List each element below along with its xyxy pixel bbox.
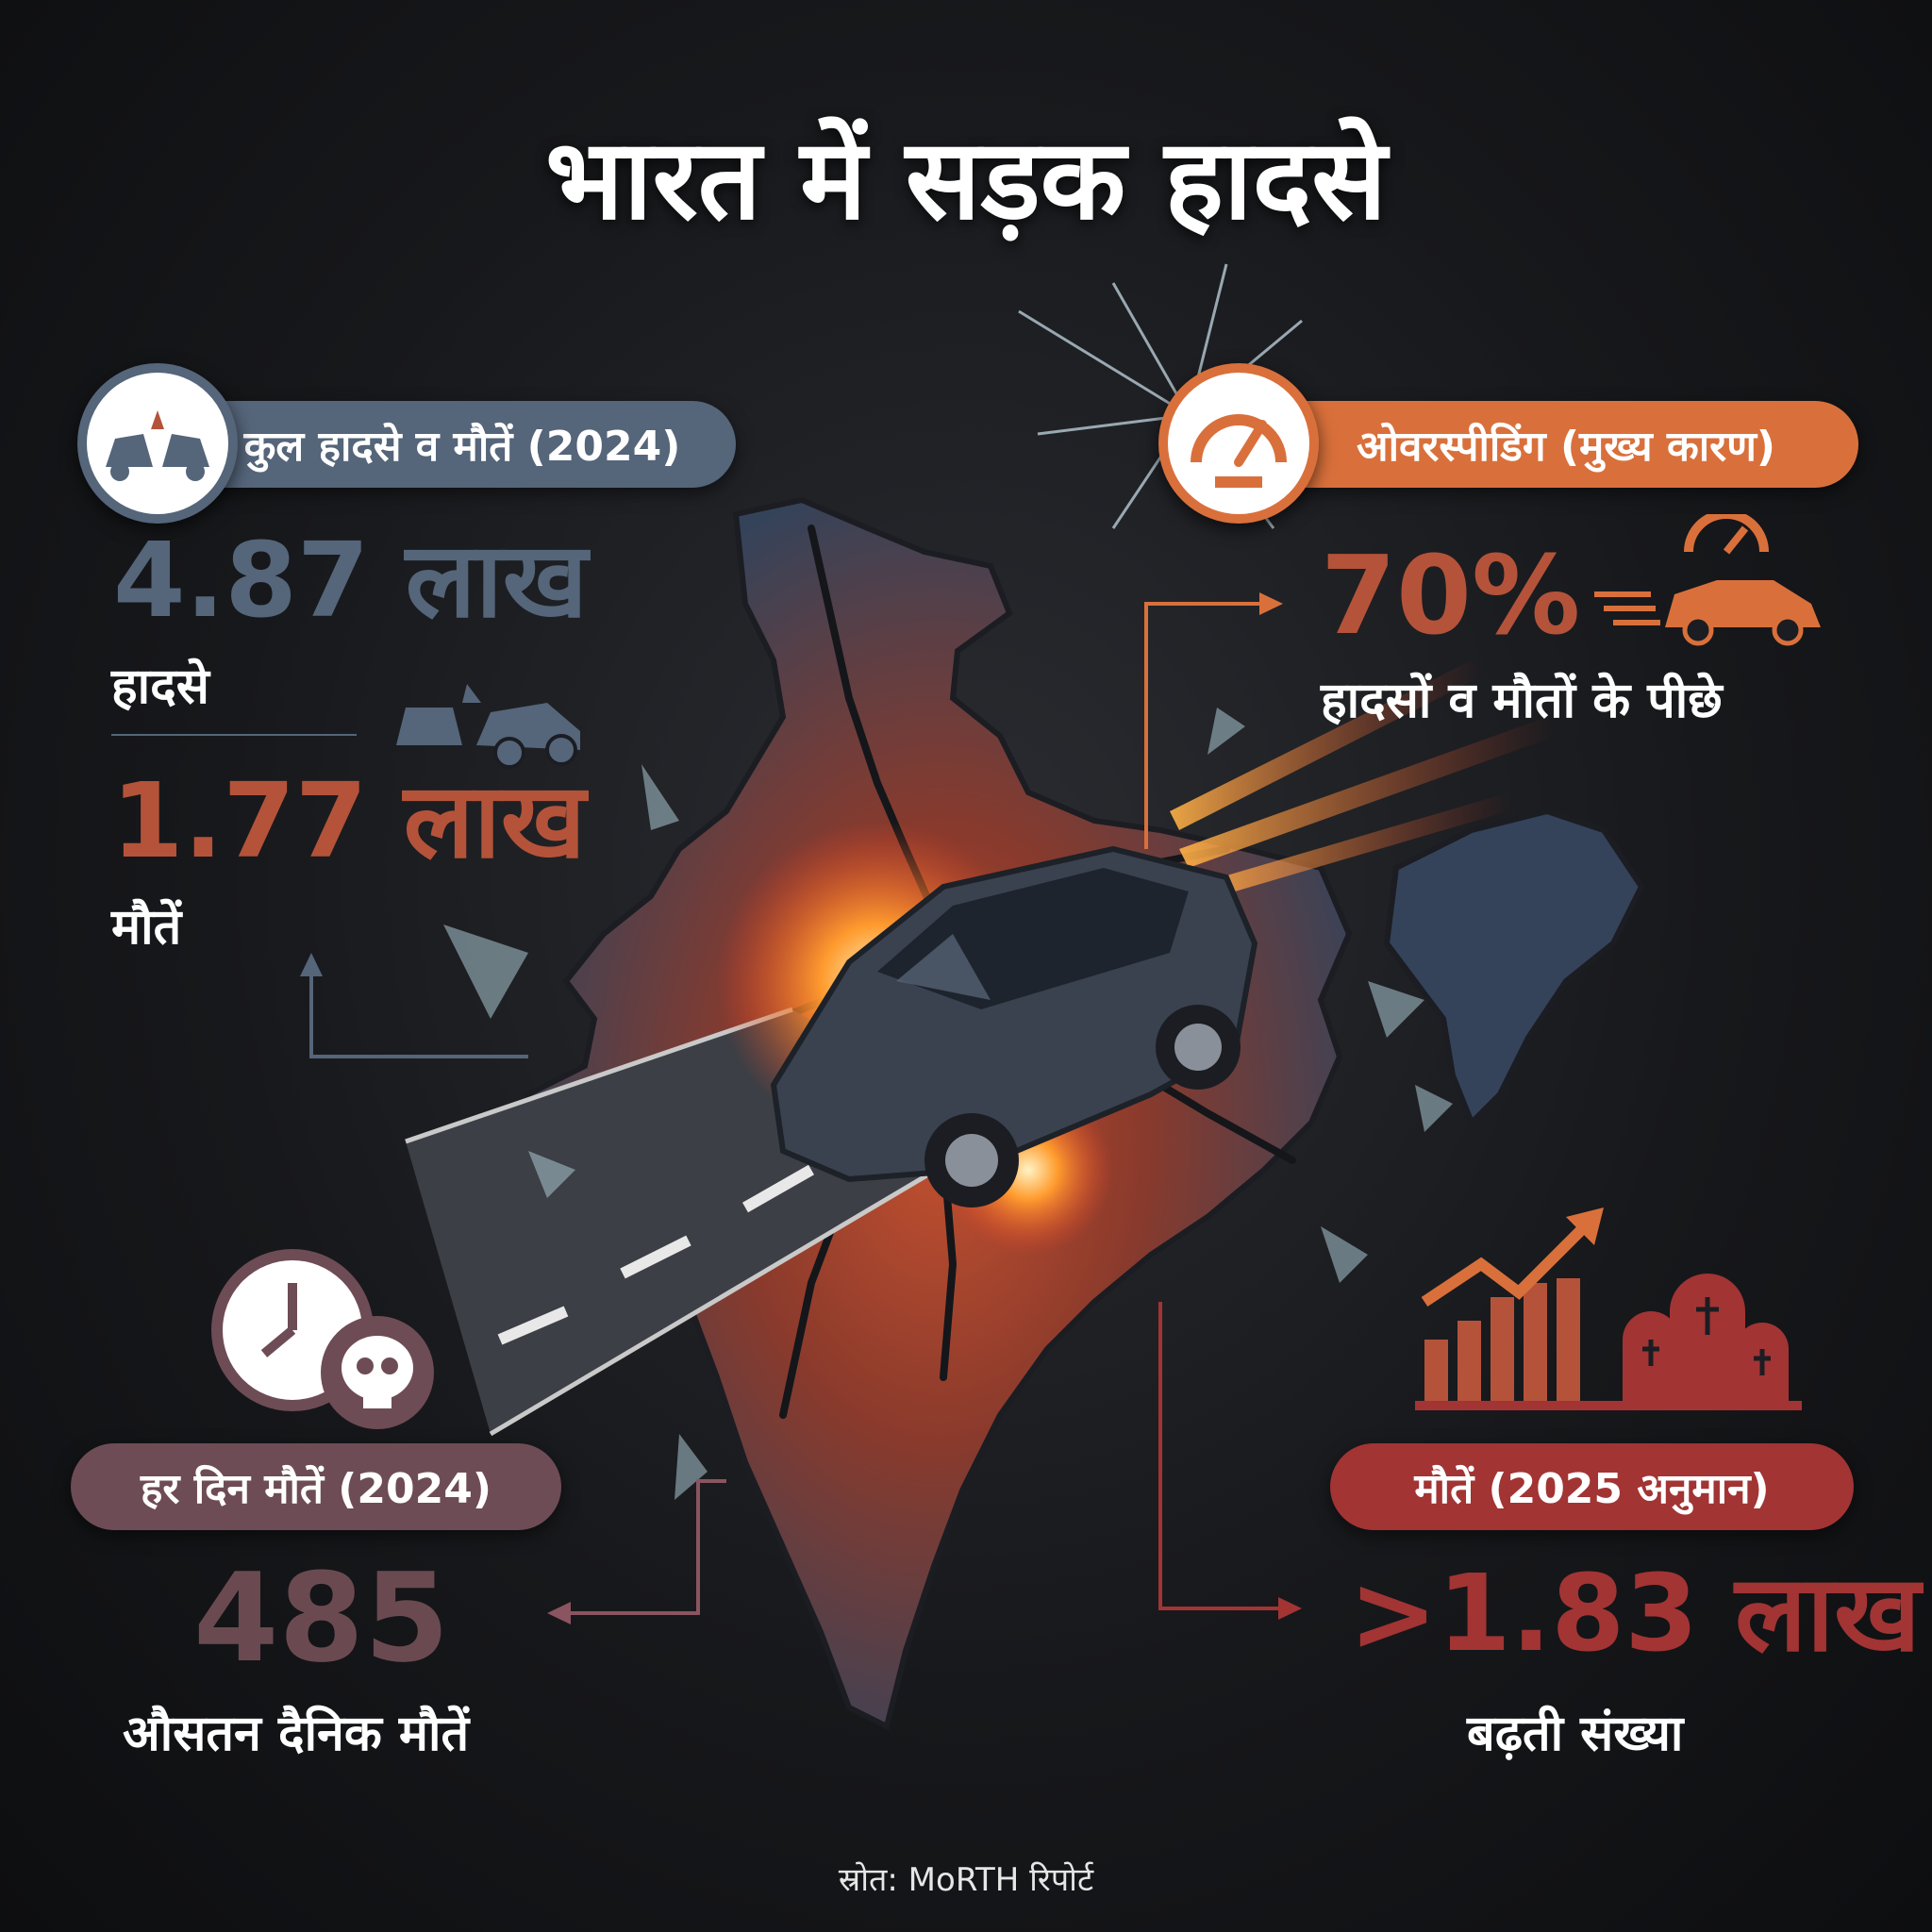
estimate-value: >1.83 लाख bbox=[1349, 1553, 1921, 1675]
accidents-label: हादसे bbox=[111, 658, 209, 715]
overspeeding-header-label: ओवरस्पीडिंग (मुख्य कारण) bbox=[1356, 423, 1776, 471]
deaths-label: मौतें bbox=[111, 899, 182, 956]
car-crash-icon bbox=[77, 363, 238, 524]
estimate-header-label: मौतें (2025 अनुमान) bbox=[1414, 1465, 1770, 1513]
page-title: भारत में सड़क हादसे bbox=[544, 114, 1387, 244]
car bbox=[770, 845, 1258, 1208]
overspeeding-label: हादसों व मौतों के पीछे bbox=[1321, 673, 1723, 729]
divider bbox=[111, 734, 357, 736]
northeast-map bbox=[1383, 808, 1645, 1128]
overspeeding-value: 70% bbox=[1321, 533, 1581, 659]
clock-skull-icon bbox=[211, 1249, 434, 1429]
daily-header-label: हर दिन मौतें (2024) bbox=[141, 1465, 491, 1513]
daily-label: औसतन दैनिक मौतें bbox=[123, 1706, 470, 1762]
daily-value: 485 bbox=[193, 1546, 450, 1690]
source-note: स्रोत: MoRTH रिपोर्ट bbox=[838, 1861, 1094, 1899]
estimate-header-pill: मौतें (2025 अनुमान) bbox=[1330, 1443, 1854, 1530]
estimate-label: बढ़ती संख्या bbox=[1467, 1706, 1684, 1762]
accidents-value: 4.87 लाख bbox=[113, 520, 588, 641]
deaths-value: 1.77 लाख bbox=[111, 760, 586, 881]
total-header-label: कुल हादसे व मौतें (2024) bbox=[243, 423, 681, 471]
daily-header-pill: हर दिन मौतें (2024) bbox=[71, 1443, 561, 1530]
speeding-car-icon bbox=[1594, 514, 1821, 646]
overspeeding-header-pill: ओवरस्पीडिंग (मुख्य कारण) bbox=[1217, 401, 1858, 488]
speedometer-icon bbox=[1158, 363, 1319, 524]
rising-graves-icon bbox=[1415, 1208, 1802, 1410]
collision-icon bbox=[396, 684, 580, 769]
